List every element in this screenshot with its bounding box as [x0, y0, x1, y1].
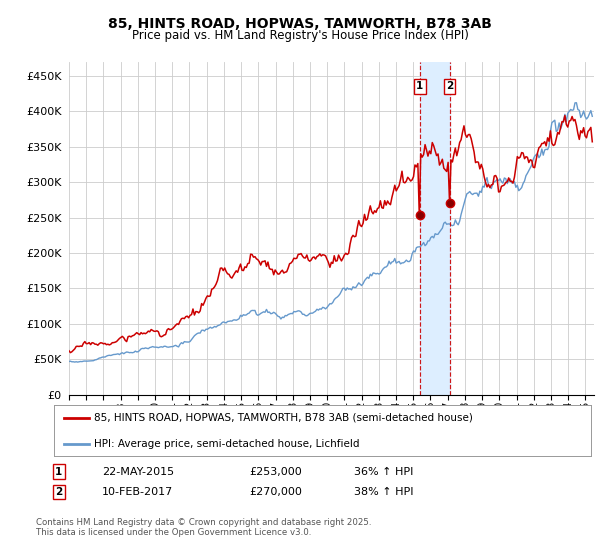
Text: 85, HINTS ROAD, HOPWAS, TAMWORTH, B78 3AB: 85, HINTS ROAD, HOPWAS, TAMWORTH, B78 3A…	[108, 17, 492, 31]
Text: 1: 1	[416, 81, 424, 91]
Text: Price paid vs. HM Land Registry's House Price Index (HPI): Price paid vs. HM Land Registry's House …	[131, 29, 469, 42]
Bar	[420, 62, 449, 395]
Text: 2: 2	[446, 81, 453, 91]
Text: 85, HINTS ROAD, HOPWAS, TAMWORTH, B78 3AB (semi-detached house): 85, HINTS ROAD, HOPWAS, TAMWORTH, B78 3A…	[94, 413, 473, 423]
Text: 38% ↑ HPI: 38% ↑ HPI	[354, 487, 413, 497]
Text: 2: 2	[55, 487, 62, 497]
Text: 10-FEB-2017: 10-FEB-2017	[102, 487, 173, 497]
Text: 36% ↑ HPI: 36% ↑ HPI	[354, 466, 413, 477]
Text: £253,000: £253,000	[249, 466, 302, 477]
Text: £270,000: £270,000	[249, 487, 302, 497]
Text: 22-MAY-2015: 22-MAY-2015	[102, 466, 174, 477]
Text: 1: 1	[55, 466, 62, 477]
Text: HPI: Average price, semi-detached house, Lichfield: HPI: Average price, semi-detached house,…	[94, 438, 360, 449]
Text: Contains HM Land Registry data © Crown copyright and database right 2025.
This d: Contains HM Land Registry data © Crown c…	[36, 518, 371, 537]
